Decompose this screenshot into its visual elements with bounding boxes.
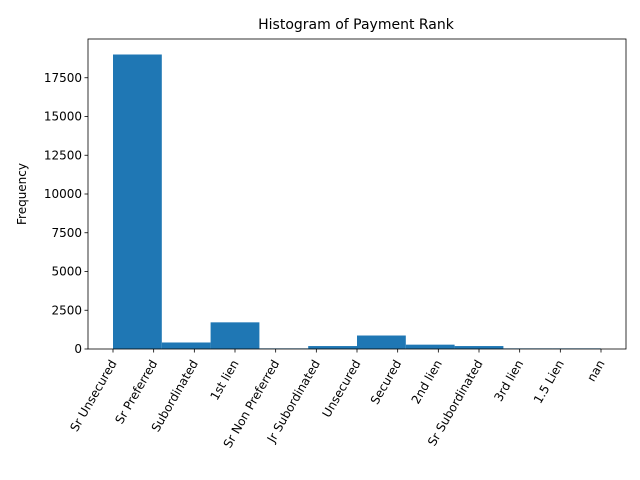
x-tick-label: 3rd lien <box>491 358 526 404</box>
x-tick-label: Sr Preferred <box>112 358 160 427</box>
x-tick-label: Unsecured <box>320 358 364 420</box>
histogram-bar <box>113 54 162 349</box>
histogram-bar <box>454 346 504 349</box>
y-tick-label: 2500 <box>51 303 82 317</box>
y-axis-label: Frequency <box>15 163 29 225</box>
x-tick-label: Secured <box>368 358 405 407</box>
histogram-bar <box>357 335 406 349</box>
x-tick-label: 1.5 Lien <box>531 358 567 406</box>
histogram-bar <box>210 322 260 349</box>
y-tick-label: 0 <box>74 342 82 356</box>
x-tick-label: 1st lien <box>207 358 241 403</box>
y-tick-label: 15000 <box>44 110 82 124</box>
y-tick-label: 5000 <box>51 265 82 279</box>
y-tick-label: 7500 <box>51 226 82 240</box>
chart-title: Histogram of Payment Rank <box>258 17 455 33</box>
x-tick-label: 2nd lien <box>409 358 445 407</box>
histogram-bar <box>405 344 455 349</box>
x-tick-label: Sr Unsecured <box>67 358 119 435</box>
histogram-bar <box>308 346 357 349</box>
y-ticks-layer: 0 2500 5000 7500 10000 12500 15000 17500 <box>44 71 88 356</box>
bars-layer <box>113 54 601 349</box>
y-tick-label: 17500 <box>44 71 82 85</box>
axes-layer <box>87 38 627 350</box>
y-tick-label: 10000 <box>44 187 82 201</box>
y-tick-label: 12500 <box>44 148 82 162</box>
histogram-bar <box>161 342 211 349</box>
x-tick-label: nan <box>584 358 607 385</box>
plot-frame <box>87 38 627 350</box>
